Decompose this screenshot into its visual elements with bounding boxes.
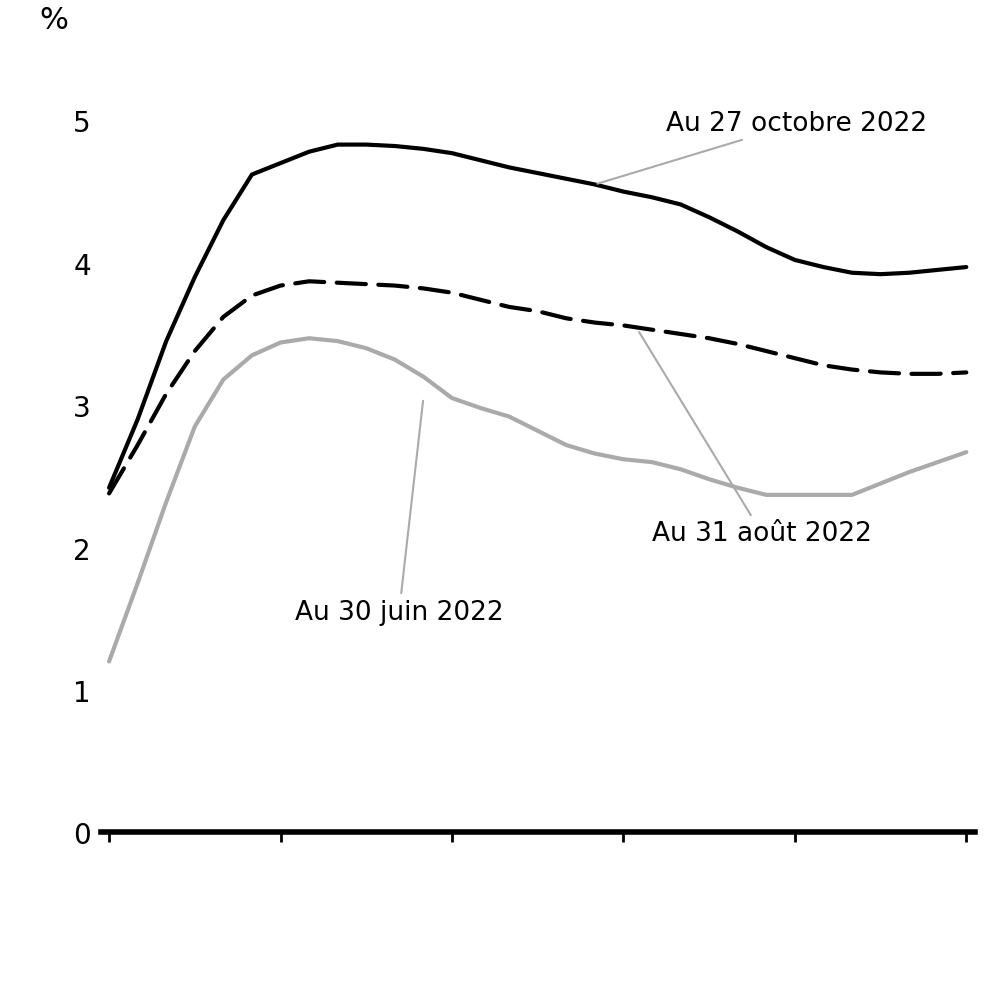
Text: Au 27 octobre 2022: Au 27 octobre 2022 — [598, 111, 928, 185]
Text: %: % — [39, 6, 68, 34]
Text: Au 31 août 2022: Au 31 août 2022 — [639, 333, 872, 547]
Text: Au 30 juin 2022: Au 30 juin 2022 — [294, 401, 504, 625]
